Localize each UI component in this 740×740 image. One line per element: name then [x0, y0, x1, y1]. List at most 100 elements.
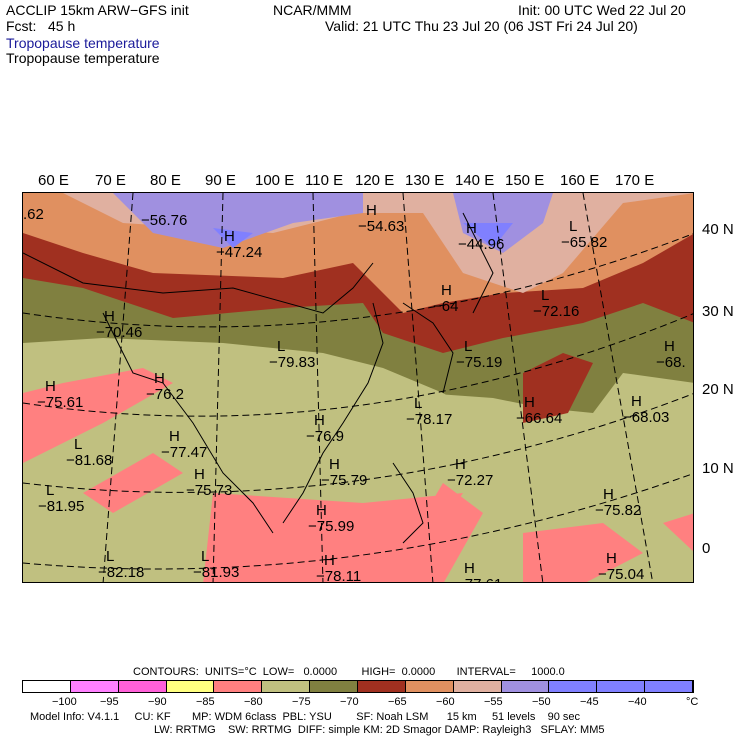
low-marker: L	[569, 218, 578, 235]
field-title-colored: Tropopause temperature	[6, 35, 160, 51]
valid-time: Valid: 21 UTC Thu 23 Jul 20 (06 JST Fri …	[325, 18, 638, 34]
high-marker: H	[329, 456, 340, 473]
high-marker: H	[169, 428, 180, 445]
high-marker: H	[45, 378, 56, 395]
high-marker: H	[631, 393, 642, 410]
center-value: −72.27	[447, 472, 494, 489]
center-value: −75.82	[595, 502, 642, 519]
color-bar-swatch	[645, 681, 694, 692]
color-bar-swatch	[358, 681, 406, 692]
center-value: −76.9	[306, 428, 344, 445]
center-value: −82.18	[98, 564, 145, 581]
color-bar-swatch	[453, 681, 502, 692]
band-70-65-patch	[523, 353, 593, 423]
center-value: −70.46	[96, 324, 143, 341]
center-value: −81.68	[66, 452, 113, 469]
center-value: −75.79	[321, 472, 368, 489]
low-marker: L	[464, 338, 473, 355]
color-bar-tick: −70	[340, 696, 359, 708]
high-marker: H	[464, 560, 475, 577]
color-bar-swatch	[405, 681, 454, 692]
institution: NCAR/MMM	[273, 2, 352, 18]
lon-label: 160 E	[560, 172, 600, 189]
low-marker: L	[277, 338, 286, 355]
lon-label: 70 E	[95, 172, 126, 189]
color-bar-tick: −40	[628, 696, 647, 708]
center-value: −75.61	[37, 394, 84, 411]
color-bar-swatch	[310, 681, 359, 692]
high-marker: H	[466, 220, 477, 237]
low-marker: L	[201, 548, 210, 565]
model-info-line2: LW: RRTMG SW: RRTMG DIFF: simple KM: 2D …	[154, 724, 605, 736]
center-value: −68.03	[623, 409, 670, 426]
color-bar-swatch	[262, 681, 311, 692]
lat-label: 20 N	[702, 381, 734, 398]
color-bar-tick: −75	[292, 696, 311, 708]
lon-label: 90 E	[205, 172, 236, 189]
color-bar-swatch	[118, 681, 167, 692]
high-marker: H	[455, 456, 466, 473]
center-value: −75.73	[186, 482, 233, 499]
lat-lon-grid	[23, 193, 693, 582]
color-bar-swatch	[166, 681, 215, 692]
center-value: −66.64	[516, 410, 563, 427]
center-value: −75.99	[308, 518, 355, 535]
center-value: −77.61	[456, 577, 502, 582]
color-bar-tick: −100	[52, 696, 77, 708]
low-marker: L	[106, 548, 115, 565]
high-marker: H	[224, 228, 235, 245]
center-value: −81.93	[193, 564, 240, 581]
center-value: −56.76	[141, 212, 188, 229]
high-marker: H	[194, 466, 205, 483]
lon-label: 100 E	[255, 172, 295, 189]
color-bar-swatch	[214, 681, 263, 692]
shaded-field	[23, 193, 693, 582]
lon-label: 120 E	[355, 172, 395, 189]
band-80-75b	[23, 368, 693, 453]
center-value: .62	[23, 206, 44, 223]
lon-label: 150 E	[505, 172, 545, 189]
center-value: −44.96	[458, 236, 505, 253]
color-bar-unit: °C	[686, 696, 699, 708]
color-bar-tick: −45	[580, 696, 599, 708]
color-bar-tick: −85	[196, 696, 215, 708]
high-marker: H	[104, 308, 115, 325]
high-marker: H	[664, 338, 675, 355]
lon-label: 110 E	[305, 172, 344, 189]
forecast-hour: Fcst: 45 h	[6, 18, 76, 34]
color-bar-tick: −50	[532, 696, 551, 708]
high-marker: H	[316, 502, 327, 519]
center-value: −72.16	[533, 303, 580, 320]
center-value: −78.17	[406, 411, 453, 428]
high-marker: H	[524, 394, 535, 411]
color-bar-swatch	[549, 681, 598, 692]
high-marker: H	[314, 412, 325, 429]
color-bar-tick: −90	[148, 696, 167, 708]
center-value: −54.63	[358, 218, 405, 235]
center-value: −68.	[656, 354, 686, 371]
color-bar-swatch	[597, 681, 646, 692]
low-marker: L	[46, 482, 55, 499]
color-bar-swatch	[70, 681, 119, 692]
high-marker: H	[606, 550, 617, 567]
high-marker: H	[603, 486, 614, 503]
center-value: −75.04	[598, 566, 645, 583]
contour-info: CONTOURS: UNITS=°C LOW= 0.0000 HIGH= 0.0…	[133, 666, 565, 678]
run-title: ACCLIP 15km ARW−GFS init	[6, 2, 189, 18]
color-bar-tick: −60	[436, 696, 455, 708]
map-plot: .62 −56.76 H −47.24 H −54.63 H −44.96 L −65.82 H −6…	[22, 192, 694, 583]
lon-label: 130 E	[405, 172, 445, 189]
lon-label: 80 E	[150, 172, 181, 189]
center-value: −76.2	[146, 386, 184, 403]
color-bar-swatch	[501, 681, 550, 692]
lat-label: 0	[702, 540, 711, 557]
low-marker: L	[541, 287, 550, 304]
low-marker: L	[414, 395, 423, 412]
color-bar-swatch	[23, 681, 71, 692]
color-bar-tick: −95	[100, 696, 119, 708]
band-85-80	[23, 368, 693, 582]
center-value: −64	[433, 298, 459, 315]
high-marker: H	[366, 202, 377, 219]
field-title-contour: Tropopause temperature	[6, 50, 160, 66]
